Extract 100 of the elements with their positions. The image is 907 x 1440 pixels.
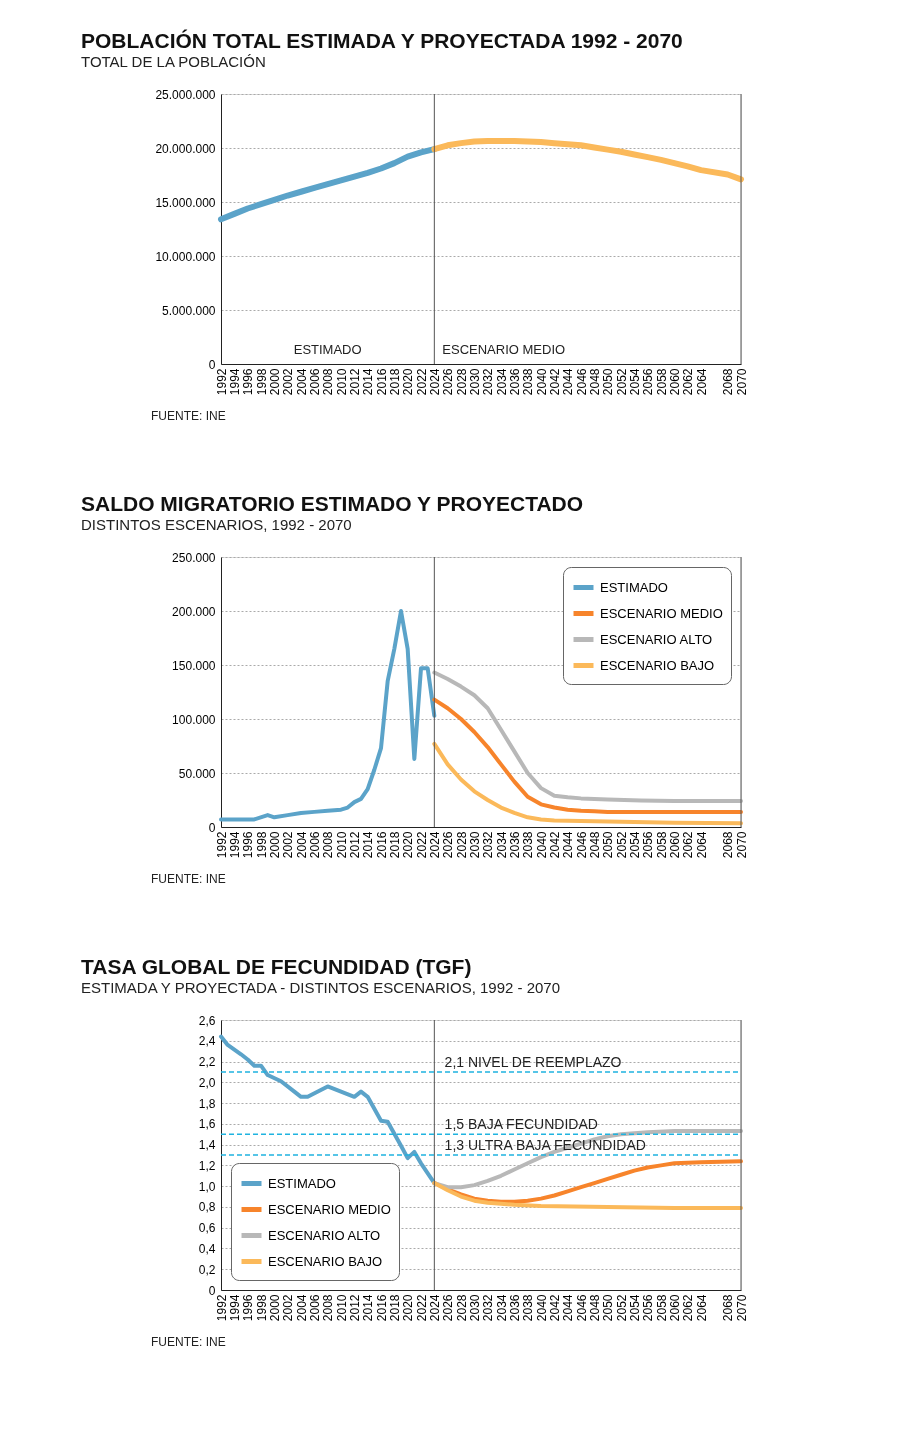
- legend-label: ESCENARIO BAJO: [600, 657, 715, 673]
- x-tick-label: 2036: [507, 368, 522, 396]
- y-tick-label: 50.000: [178, 766, 216, 781]
- source-note: FUENTE: INE: [151, 872, 226, 886]
- x-tick-label: 1992: [214, 831, 229, 859]
- x-tick-label: 2038: [521, 368, 536, 396]
- chart-subtitle: TOTAL DE LA POBLACIÓN: [81, 53, 266, 70]
- y-tick-label: 2,6: [198, 1013, 216, 1028]
- x-tick-label: 2002: [281, 1294, 296, 1322]
- x-tick-label: 2060: [667, 831, 682, 859]
- x-tick-label: 2016: [374, 368, 389, 396]
- x-tick-label: 2056: [641, 1294, 656, 1322]
- annotation: ESTIMADO: [293, 342, 362, 357]
- x-tick-label: 1994: [227, 368, 242, 396]
- x-tick-label: 2004: [294, 368, 309, 396]
- x-tick-label: 2048: [587, 1294, 602, 1322]
- x-tick-label: 2026: [441, 831, 456, 859]
- x-tick-label: 2008: [321, 368, 336, 396]
- x-tick-label: 2028: [454, 1294, 469, 1322]
- line-series: [219, 609, 437, 822]
- y-tick-label: 1,8: [198, 1096, 216, 1111]
- y-tick-label: 20.000.000: [155, 141, 216, 156]
- x-tick-label: 2020: [401, 831, 416, 859]
- x-tick-label: 2040: [534, 831, 549, 859]
- ref-line-label: 1,3 ULTRA BAJA FECUNDIDAD: [444, 1137, 646, 1153]
- x-tick-label: 2042: [547, 368, 562, 396]
- legend-label: ESCENARIO ALTO: [268, 1227, 381, 1243]
- x-tick-label: 1994: [227, 1294, 242, 1322]
- x-tick-label: 2040: [534, 368, 549, 396]
- x-tick-label: 2034: [494, 831, 509, 859]
- x-tick-label: 2064: [694, 1294, 709, 1322]
- legend-label: ESCENARIO ALTO: [600, 631, 713, 647]
- chart-title: SALDO MIGRATORIO ESTIMADO Y PROYECTADO: [81, 492, 584, 515]
- x-tick-label: 2022: [414, 831, 429, 859]
- x-tick-label: 2004: [294, 831, 309, 859]
- y-tick-label: 5.000.000: [162, 303, 216, 318]
- x-tick-label: 2070: [734, 831, 749, 859]
- x-tick-label: 1998: [254, 1294, 269, 1322]
- y-tick-label: 0,8: [198, 1200, 216, 1215]
- x-tick-label: 2056: [641, 368, 656, 396]
- x-tick-label: 2000: [267, 1294, 282, 1322]
- x-tick-label: 2052: [614, 831, 629, 859]
- x-tick-label: 1994: [227, 831, 242, 859]
- x-tick-label: 1992: [214, 368, 229, 396]
- x-tick-label: 2024: [427, 1294, 442, 1322]
- legend-label: ESCENARIO MEDIO: [268, 1201, 391, 1217]
- y-tick-label: 1,6: [198, 1117, 216, 1132]
- legend-label: ESCENARIO MEDIO: [600, 605, 723, 621]
- x-tick-label: 2070: [734, 368, 749, 396]
- x-tick-label: 2038: [521, 1294, 536, 1322]
- x-tick-label: 2042: [547, 831, 562, 859]
- x-tick-label: 2060: [667, 368, 682, 396]
- y-tick-label: 100.000: [172, 712, 216, 727]
- chart-subtitle: ESTIMADA Y PROYECTADA - DISTINTOS ESCENARIOS, 1992 - 2070: [81, 979, 561, 996]
- y-tick-label: 15.000.000: [155, 195, 216, 210]
- legend-label: ESCENARIO BAJO: [268, 1253, 383, 1269]
- x-tick-label: 2050: [601, 831, 616, 859]
- x-tick-label: 2058: [654, 1294, 669, 1322]
- x-tick-label: 2032: [481, 1294, 496, 1322]
- x-tick-label: 2006: [307, 368, 322, 396]
- x-tick-label: 2040: [534, 1294, 549, 1322]
- x-tick-label: 2054: [627, 831, 642, 859]
- x-tick-label: 2022: [414, 368, 429, 396]
- x-tick-label: 2060: [667, 1294, 682, 1322]
- y-tick-label: 0: [208, 357, 216, 372]
- x-tick-label: 2004: [294, 1294, 309, 1322]
- x-tick-label: 1992: [214, 1294, 229, 1322]
- x-tick-label: 2014: [361, 1294, 376, 1322]
- x-tick-label: 2044: [561, 831, 576, 859]
- x-tick-label: 2036: [507, 831, 522, 859]
- x-tick-label: 2032: [481, 831, 496, 859]
- x-tick-label: 2044: [561, 1294, 576, 1322]
- x-tick-label: 1996: [241, 368, 256, 396]
- y-tick-label: 0,4: [198, 1241, 216, 1256]
- x-tick-label: 2052: [614, 1294, 629, 1322]
- line-series: [432, 697, 743, 814]
- x-tick-label: 2026: [441, 368, 456, 396]
- x-tick-label: 2038: [521, 831, 536, 859]
- line-series: [432, 741, 743, 826]
- y-tick-label: 0,2: [198, 1262, 216, 1277]
- chart-subtitle: DISTINTOS ESCENARIOS, 1992 - 2070: [81, 516, 352, 533]
- x-tick-label: 1998: [254, 831, 269, 859]
- x-tick-label: 2036: [507, 1294, 522, 1322]
- x-tick-label: 2054: [627, 368, 642, 396]
- x-tick-label: 2012: [347, 831, 362, 859]
- x-tick-label: 2064: [694, 831, 709, 859]
- x-tick-label: 2050: [601, 368, 616, 396]
- x-tick-label: 2052: [614, 368, 629, 396]
- x-tick-label: 2022: [414, 1294, 429, 1322]
- x-tick-label: 2024: [427, 368, 442, 396]
- x-tick-label: 2064: [694, 368, 709, 396]
- x-tick-label: 2046: [574, 368, 589, 396]
- x-tick-label: 2016: [374, 1294, 389, 1322]
- x-tick-label: 2028: [454, 368, 469, 396]
- x-tick-label: 2014: [361, 831, 376, 859]
- x-tick-label: 2028: [454, 831, 469, 859]
- legend-label: ESTIMADO: [268, 1175, 336, 1191]
- x-tick-label: 2068: [721, 1294, 736, 1322]
- x-tick-label: 2070: [734, 1294, 749, 1322]
- x-tick-label: 2030: [467, 1294, 482, 1322]
